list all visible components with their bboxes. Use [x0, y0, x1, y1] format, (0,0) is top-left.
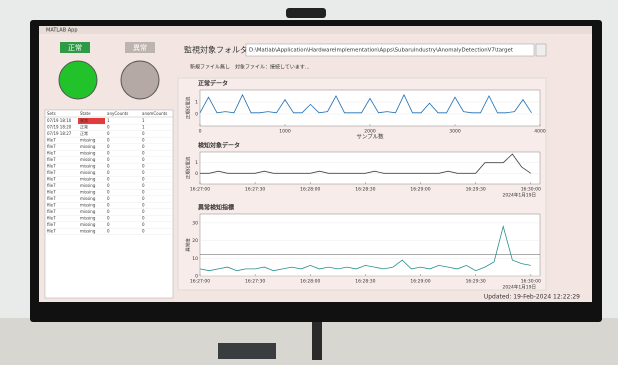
table-cell: missing: [80, 157, 96, 162]
table-header: State: [80, 111, 91, 116]
table-cell: file7: [47, 151, 56, 156]
table-cell: missing: [80, 216, 96, 221]
title-bar: [39, 26, 592, 34]
table-cell: file7: [47, 216, 56, 221]
y-label: 異常度: [185, 238, 192, 252]
x-tick-label: 16:28:30: [355, 187, 375, 193]
stand: [312, 318, 322, 360]
y-tick-label: 10: [192, 256, 198, 262]
table-cell: file7: [47, 190, 56, 195]
x-tick-label: 16:27:30: [245, 187, 265, 193]
table-header: anyCounts: [107, 111, 128, 116]
x-tick-label: 16:28:00: [300, 279, 320, 285]
normal-lamp: [59, 61, 97, 99]
x-tick-label: 1000: [279, 129, 291, 135]
table-cell: missing: [80, 209, 96, 214]
table-cell: file7: [47, 157, 56, 162]
table-cell: missing: [80, 144, 96, 149]
anomaly-lamp: [121, 61, 159, 99]
status-text: 新規ファイル無し 対象ファイル：接続しています...: [190, 64, 310, 71]
x-tick-label: 16:28:00: [300, 187, 320, 193]
table-cell: file7: [47, 209, 56, 214]
device: [218, 343, 276, 359]
table-cell: file7: [47, 196, 56, 201]
y-tick-label: 1: [195, 160, 198, 166]
table-header: anomCounts: [142, 111, 167, 116]
table-cell: 07/19 18:20: [47, 125, 72, 130]
y-tick-label: 30: [192, 220, 198, 226]
y-tick-label: 1: [195, 100, 198, 106]
table-cell: missing: [80, 170, 96, 175]
y-tick-label: 20: [192, 238, 198, 244]
x-tick-label: 3000: [449, 129, 461, 135]
footer: Updated: 19-Feb-2024 12:22:29: [484, 294, 580, 301]
anomaly-label: 異常: [133, 43, 147, 52]
x-tick-label: 16:28:30: [355, 279, 375, 285]
y-label: 正規化電流: [185, 96, 192, 119]
table-cell: file7: [47, 222, 56, 227]
chart-title: 正常データ: [198, 80, 228, 88]
table-cell: missing: [80, 229, 96, 234]
x-label: サンプル数: [356, 133, 384, 141]
table-cell: missing: [80, 203, 96, 208]
table-cell: file7: [47, 229, 56, 234]
table-cell: missing: [80, 196, 96, 201]
table-cell: 07/19 18:10: [47, 118, 72, 123]
x-tick-label: 16:29:30: [466, 187, 486, 193]
table-header: Sets: [47, 111, 56, 116]
table-cell: file7: [47, 177, 56, 182]
path-text: D:\Matlab\Application\HardwareImplementa…: [249, 48, 513, 54]
table-cell: missing: [80, 138, 96, 143]
x-tick-label: 16:27:00: [190, 187, 210, 193]
date-label: 2024年1月19日: [502, 192, 536, 199]
table-cell: 07/19 18:27: [47, 131, 72, 136]
y-label: 正規化電流: [185, 156, 192, 179]
y-tick-label: 0: [195, 112, 198, 118]
x-tick-label: 4000: [534, 129, 546, 135]
plot-area: [200, 152, 540, 184]
x-tick-label: 16:27:00: [190, 279, 210, 285]
table-cell: file7: [47, 183, 56, 188]
date-label: 2024年1月19日: [502, 284, 536, 291]
table-cell: file7: [47, 144, 56, 149]
browse-button[interactable]: [536, 44, 546, 56]
plot-area: [200, 214, 540, 276]
desk-area: [0, 318, 618, 365]
table-cell: 正常: [80, 124, 88, 130]
x-tick-label: 16:29:00: [410, 187, 430, 193]
table-cell: missing: [80, 151, 96, 156]
table-cell: missing: [80, 222, 96, 227]
x-tick-label: 16:29:00: [410, 279, 430, 285]
x-tick-label: 16:30:00: [521, 279, 541, 285]
table-cell: file7: [47, 170, 56, 175]
x-tick-label: 16:27:30: [245, 279, 265, 285]
table-cell: file7: [47, 164, 56, 169]
folder-label: 監視対象フォルダ: [184, 45, 248, 55]
table-cell: 異常: [80, 117, 88, 123]
table-cell: 正常: [80, 130, 88, 136]
table-cell: missing: [80, 164, 96, 169]
table-cell: file7: [47, 203, 56, 208]
chart-title: 異常検知指標: [198, 204, 234, 212]
x-tick-label: 0: [199, 129, 202, 135]
table-cell: missing: [80, 183, 96, 188]
x-tick-label: 16:29:30: [466, 279, 486, 285]
normal-label: 正常: [68, 43, 82, 52]
table-cell: file7: [47, 138, 56, 143]
camera: [286, 8, 326, 18]
y-tick-label: 0: [195, 171, 198, 177]
window-title: MATLAB App: [46, 28, 78, 34]
scene: MATLAB App 正常 異常 監視対象フォルダ D:\Matlab\Appl…: [0, 0, 618, 365]
table-cell: missing: [80, 177, 96, 182]
x-tick-label: 16:30:00: [521, 187, 541, 193]
chart-title: 検知対象データ: [198, 142, 240, 150]
table-cell: missing: [80, 190, 96, 195]
